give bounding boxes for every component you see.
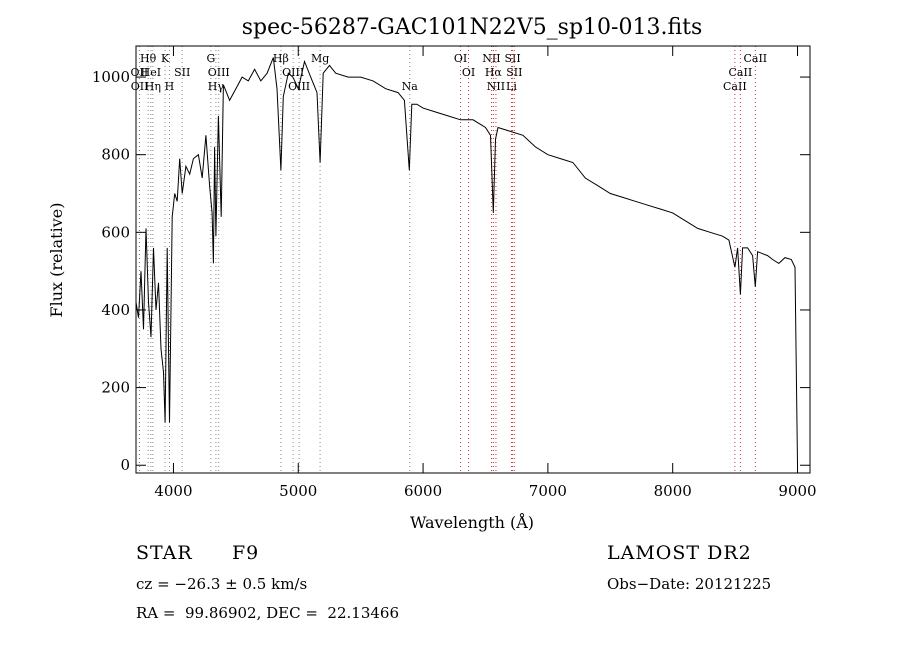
y-tick-label-4: 800 bbox=[101, 146, 130, 164]
line-label-17: OI bbox=[462, 66, 475, 79]
obs-date-label: Obs−Date: 20121225 bbox=[607, 575, 772, 593]
line-label-14: Mg bbox=[311, 52, 329, 65]
x-axis-label: Wavelength (Å) bbox=[410, 512, 534, 532]
line-label-22: SII bbox=[506, 66, 522, 79]
plot-frame bbox=[135, 45, 811, 474]
y-tick-label-0: 0 bbox=[120, 456, 130, 474]
line-label-10: Hγ bbox=[208, 80, 225, 93]
line-label-24: CaII bbox=[743, 52, 767, 65]
line-label-15: Na bbox=[402, 80, 419, 93]
line-label-2: OII bbox=[131, 66, 149, 79]
object-subclass: F9 bbox=[232, 542, 260, 564]
y-tick-label-3: 600 bbox=[101, 223, 130, 241]
line-label-7: H bbox=[165, 80, 175, 93]
line-label-5: OII bbox=[131, 80, 149, 93]
line-label-16: OI bbox=[454, 52, 467, 65]
line-label-11: Hβ bbox=[273, 52, 289, 65]
x-tick-label-0: 4000 bbox=[154, 482, 192, 500]
line-label-3: HeI bbox=[141, 66, 161, 79]
line-label-8: G bbox=[206, 52, 215, 65]
line-label-20: NII bbox=[487, 80, 505, 93]
x-tick-label-1: 5000 bbox=[279, 482, 317, 500]
y-axis: 0 200 400 600 800 1000 bbox=[92, 68, 810, 474]
spectrum-series bbox=[135, 57, 798, 466]
x-tick-label-2: 6000 bbox=[404, 482, 442, 500]
object-class: STAR bbox=[136, 542, 193, 564]
x-tick-label-3: 7000 bbox=[529, 482, 567, 500]
line-label-0: Hθ bbox=[140, 52, 157, 65]
line-label-23: Li bbox=[506, 80, 517, 93]
line-label-18: NII bbox=[482, 52, 500, 65]
y-tick-label-1: 200 bbox=[101, 379, 130, 397]
survey-label: LAMOST DR2 bbox=[607, 542, 752, 564]
line-label-9: OIII bbox=[208, 66, 230, 79]
y-tick-label-2: 400 bbox=[101, 301, 130, 319]
line-label-26: CaII bbox=[723, 80, 747, 93]
line-label-19: Hα bbox=[485, 66, 503, 79]
x-tick-label-5: 9000 bbox=[778, 482, 816, 500]
redshift-label: cz = −26.3 ± 0.5 km/s bbox=[136, 575, 308, 593]
line-label-4: SII bbox=[174, 66, 190, 79]
y-tick-label-5: 1000 bbox=[92, 68, 130, 86]
coordinates-label: RA = 99.86902, DEC = 22.13466 bbox=[136, 604, 400, 622]
line-label-21: SII bbox=[504, 52, 520, 65]
line-label-6: Hη bbox=[145, 80, 161, 93]
chart-title: spec-56287-GAC101N22V5_sp10-013.fits bbox=[242, 15, 703, 40]
line-label-25: CaII bbox=[729, 66, 753, 79]
line-label-1: K bbox=[161, 52, 170, 65]
x-axis: 4000 5000 6000 7000 8000 9000 bbox=[154, 46, 817, 500]
series-line-0 bbox=[135, 57, 798, 466]
y-axis-label: Flux (relative) bbox=[47, 203, 66, 318]
x-tick-label-4: 8000 bbox=[654, 482, 692, 500]
